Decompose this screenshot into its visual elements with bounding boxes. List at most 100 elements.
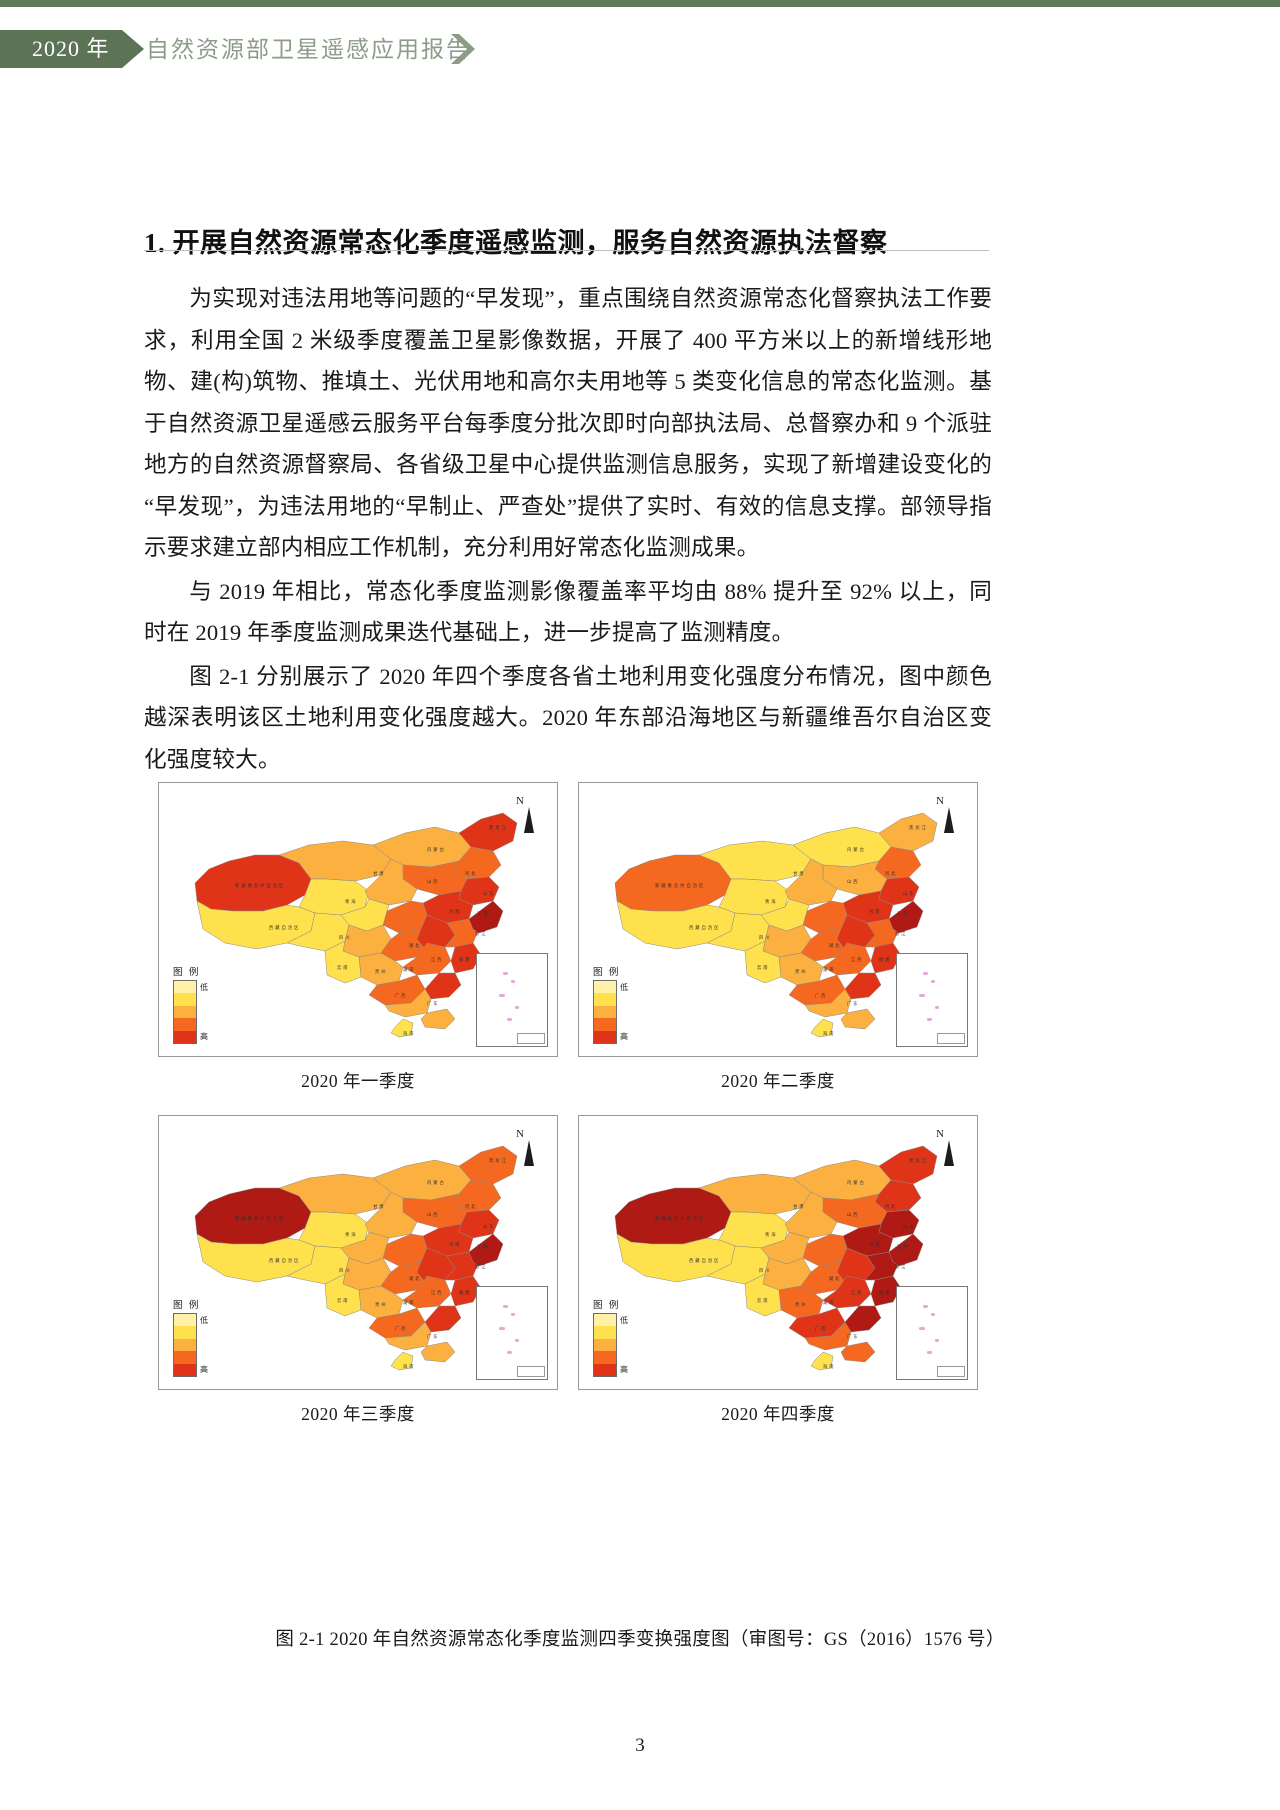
map-frame-q1: 新 疆 维 吾 尔 自 治 区 西 藏 自 治 区 青 海 甘 肃 内 蒙 古 … [158, 782, 558, 1057]
svg-text:海 南: 海 南 [823, 1363, 834, 1370]
inset-scale-q1 [517, 1033, 545, 1044]
map-caption-q4: 2020 年四季度 [721, 1404, 835, 1424]
svg-text:云 南: 云 南 [337, 964, 348, 971]
legend-color-ramp-q1: 低 高 [173, 980, 208, 1044]
svg-text:甘 肃: 甘 肃 [793, 870, 804, 877]
svg-text:福 建: 福 建 [459, 1289, 470, 1296]
svg-text:江 苏: 江 苏 [477, 1243, 488, 1250]
svg-text:四 川: 四 川 [339, 1268, 350, 1273]
svg-text:广 西: 广 西 [815, 1325, 826, 1332]
svg-text:浙 江: 浙 江 [475, 930, 486, 937]
svg-text:云 南: 云 南 [757, 964, 768, 971]
svg-text:江 西: 江 西 [851, 1289, 862, 1296]
body-text: 为实现对违法用地等问题的“早发现”，重点围绕自然资源常态化督察执法工作要求，利用… [144, 278, 992, 782]
legend-title-q1: 图 例 [173, 968, 201, 978]
svg-text:贵 州: 贵 州 [375, 968, 386, 975]
svg-text:广 西: 广 西 [395, 1325, 406, 1332]
svg-text:贵 州: 贵 州 [795, 1301, 806, 1308]
svg-text:江 苏: 江 苏 [477, 910, 488, 917]
legend-high-label-q1: 高 [200, 1032, 208, 1041]
inset-scale-q2 [937, 1033, 965, 1044]
svg-text:内 蒙 古: 内 蒙 古 [847, 846, 865, 853]
compass-north-icon-q4: N [935, 1128, 955, 1166]
svg-text:河 南: 河 南 [869, 908, 880, 914]
svg-text:湖 北: 湖 北 [829, 942, 840, 949]
map-row-bottom: 新 疆 维 吾 尔 自 治 区 西 藏 自 治 区 青 海 甘 肃 内 蒙 古 … [158, 1115, 1128, 1426]
svg-text:海 南: 海 南 [403, 1363, 414, 1370]
figure-2-1: 新 疆 维 吾 尔 自 治 区 西 藏 自 治 区 青 海 甘 肃 内 蒙 古 … [158, 782, 1128, 1426]
svg-text:广 西: 广 西 [815, 992, 826, 999]
svg-text:青 海: 青 海 [765, 898, 776, 905]
paragraph-1: 为实现对违法用地等问题的“早发现”，重点围绕自然资源常态化督察执法工作要求，利用… [144, 286, 992, 560]
svg-text:山 东: 山 东 [903, 1223, 914, 1230]
legend-low-label-q1: 低 [200, 983, 208, 992]
svg-text:河 北: 河 北 [885, 1203, 896, 1210]
legend-color-ramp-q4: 低 高 [593, 1313, 628, 1377]
svg-text:山 东: 山 东 [483, 890, 494, 897]
svg-text:浙 江: 浙 江 [895, 1263, 906, 1270]
svg-text:青 海: 青 海 [765, 1231, 776, 1238]
legend-color-ramp-q3: 低 高 [173, 1313, 208, 1377]
svg-text:云 南: 云 南 [337, 1297, 348, 1304]
svg-text:福 建: 福 建 [459, 956, 470, 963]
map-row-top: 新 疆 维 吾 尔 自 治 区 西 藏 自 治 区 青 海 甘 肃 内 蒙 古 … [158, 782, 1128, 1093]
compass-north-icon-q3: N [515, 1128, 535, 1166]
svg-text:湖 南: 湖 南 [403, 966, 414, 973]
map-cell-q2: 新 疆 维 吾 尔 自 治 区 西 藏 自 治 区 青 海 甘 肃 内 蒙 古 … [578, 782, 978, 1093]
map-legend-q4: 图 例 低 高 [593, 1297, 639, 1377]
svg-text:湖 北: 湖 北 [409, 1275, 420, 1282]
svg-text:山 西: 山 西 [427, 1211, 438, 1218]
svg-text:山 西: 山 西 [847, 878, 858, 885]
svg-text:贵 州: 贵 州 [375, 1301, 386, 1308]
svg-text:山 东: 山 东 [483, 1223, 494, 1230]
svg-text:内 蒙 古: 内 蒙 古 [427, 846, 445, 853]
svg-text:山 东: 山 东 [903, 890, 914, 897]
map-caption-q2: 2020 年二季度 [721, 1071, 835, 1091]
figure-row-gap [158, 1093, 1128, 1115]
svg-text:黑 龙 江: 黑 龙 江 [909, 1157, 927, 1164]
svg-text:内 蒙 古: 内 蒙 古 [847, 1179, 865, 1186]
legend-low-label-q3: 低 [200, 1316, 208, 1325]
svg-text:西 藏 自 治 区: 西 藏 自 治 区 [269, 924, 299, 931]
svg-text:青 海: 青 海 [345, 898, 356, 905]
map-caption-q3: 2020 年三季度 [301, 1404, 415, 1424]
svg-text:湖 南: 湖 南 [403, 1299, 414, 1306]
header-top-rule [0, 0, 1280, 7]
china-map-q4: 新 疆 维 吾 尔 自 治 区 西 藏 自 治 区 青 海 甘 肃 内 蒙 古 … [614, 1145, 938, 1371]
svg-text:江 西: 江 西 [431, 956, 442, 963]
svg-text:西 藏 自 治 区: 西 藏 自 治 区 [689, 924, 719, 931]
legend-title-q4: 图 例 [593, 1301, 621, 1311]
svg-text:四 川: 四 川 [759, 1268, 770, 1273]
legend-low-label-q2: 低 [620, 983, 628, 992]
china-map-q1: 新 疆 维 吾 尔 自 治 区 西 藏 自 治 区 青 海 甘 肃 内 蒙 古 … [194, 812, 518, 1038]
svg-text:浙 江: 浙 江 [895, 930, 906, 937]
svg-text:黑 龙 江: 黑 龙 江 [489, 1157, 507, 1164]
south-sea-inset-q2 [896, 953, 968, 1047]
svg-text:广 东: 广 东 [847, 1333, 858, 1340]
inset-scale-q3 [517, 1366, 545, 1377]
svg-text:江 西: 江 西 [431, 1289, 442, 1296]
svg-text:西 藏 自 治 区: 西 藏 自 治 区 [269, 1257, 299, 1264]
svg-text:甘 肃: 甘 肃 [373, 870, 384, 877]
south-sea-inset-q1 [476, 953, 548, 1047]
map-frame-q4: 新 疆 维 吾 尔 自 治 区 西 藏 自 治 区 青 海 甘 肃 内 蒙 古 … [578, 1115, 978, 1390]
page-header: 2020 年 自然资源部卫星遥感应用报告 [0, 0, 1280, 92]
map-caption-q1: 2020 年一季度 [301, 1071, 415, 1091]
china-map-q3: 新 疆 维 吾 尔 自 治 区 西 藏 自 治 区 青 海 甘 肃 内 蒙 古 … [194, 1145, 518, 1371]
svg-text:福 建: 福 建 [879, 956, 890, 963]
map-legend-q2: 图 例 低 高 [593, 964, 639, 1044]
year-badge-arrow [121, 30, 144, 68]
south-sea-inset-q3 [476, 1286, 548, 1380]
map-legend-q3: 图 例 低 高 [173, 1297, 219, 1377]
svg-text:浙 江: 浙 江 [475, 1263, 486, 1270]
map-frame-q2: 新 疆 维 吾 尔 自 治 区 西 藏 自 治 区 青 海 甘 肃 内 蒙 古 … [578, 782, 978, 1057]
svg-text:河 南: 河 南 [869, 1241, 880, 1247]
svg-text:甘 肃: 甘 肃 [793, 1203, 804, 1210]
svg-text:四 川: 四 川 [339, 935, 350, 940]
south-sea-inset-q4 [896, 1286, 968, 1380]
svg-text:山 西: 山 西 [847, 1211, 858, 1218]
svg-text:西 藏 自 治 区: 西 藏 自 治 区 [689, 1257, 719, 1264]
section-heading-rule [144, 250, 989, 251]
year-badge-label: 2020 年 [0, 30, 122, 68]
legend-title-q3: 图 例 [173, 1301, 201, 1311]
